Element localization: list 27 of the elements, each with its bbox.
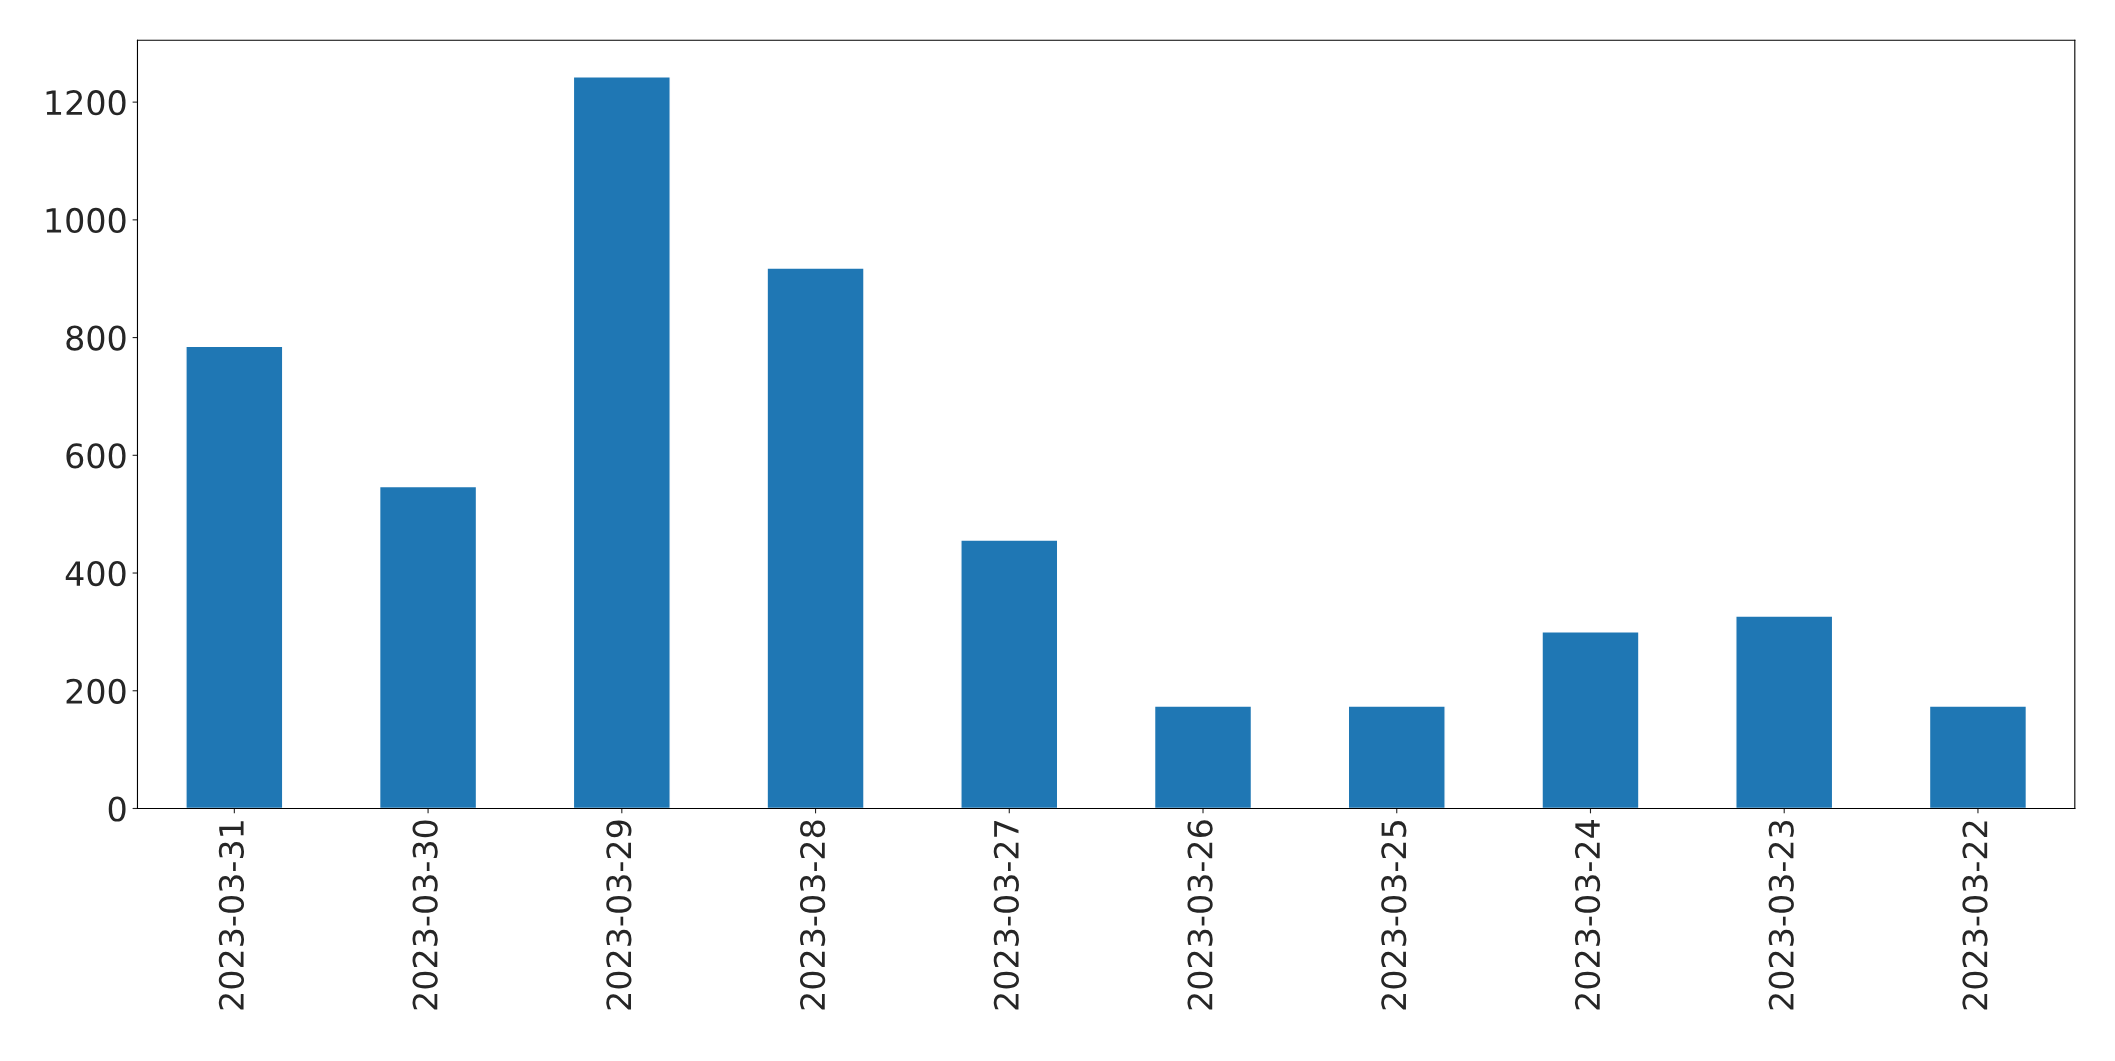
x-tick-label: 2023-03-25 — [1381, 821, 1407, 1010]
y-tick-label: 1200 — [46, 90, 126, 116]
x-tick-label: 2023-03-24 — [1574, 820, 1601, 1010]
x-tick-label: 2023-03-31 — [218, 821, 245, 1010]
x-tick-label: 2023-03-23 — [1768, 820, 1794, 1010]
bar — [1735, 615, 1834, 809]
y-tick-label: 200 — [66, 678, 126, 704]
bar — [572, 76, 671, 809]
bar — [1541, 631, 1640, 809]
bar — [960, 539, 1059, 809]
x-tick-label: 2023-03-27 — [993, 821, 1019, 1010]
bar — [185, 345, 284, 809]
x-tick-label: 2023-03-28 — [800, 820, 826, 1010]
bar — [766, 267, 865, 809]
x-tick-label: 2023-03-22 — [1962, 821, 1988, 1010]
y-tick-label: 0 — [108, 796, 126, 822]
x-tick-label: 2023-03-26 — [1187, 820, 1213, 1010]
y-tick-label: 1000 — [46, 207, 126, 233]
bar — [1347, 705, 1446, 809]
bar — [1153, 705, 1253, 809]
y-tick-label: 600 — [66, 443, 126, 469]
x-tick-label: 2023-03-29 — [606, 820, 632, 1010]
y-tick-label: 400 — [65, 560, 126, 587]
bar — [378, 485, 478, 809]
y-tick-label: 800 — [66, 325, 126, 351]
x-tick-label: 2023-03-30 — [412, 820, 438, 1010]
bar — [1928, 705, 2028, 809]
